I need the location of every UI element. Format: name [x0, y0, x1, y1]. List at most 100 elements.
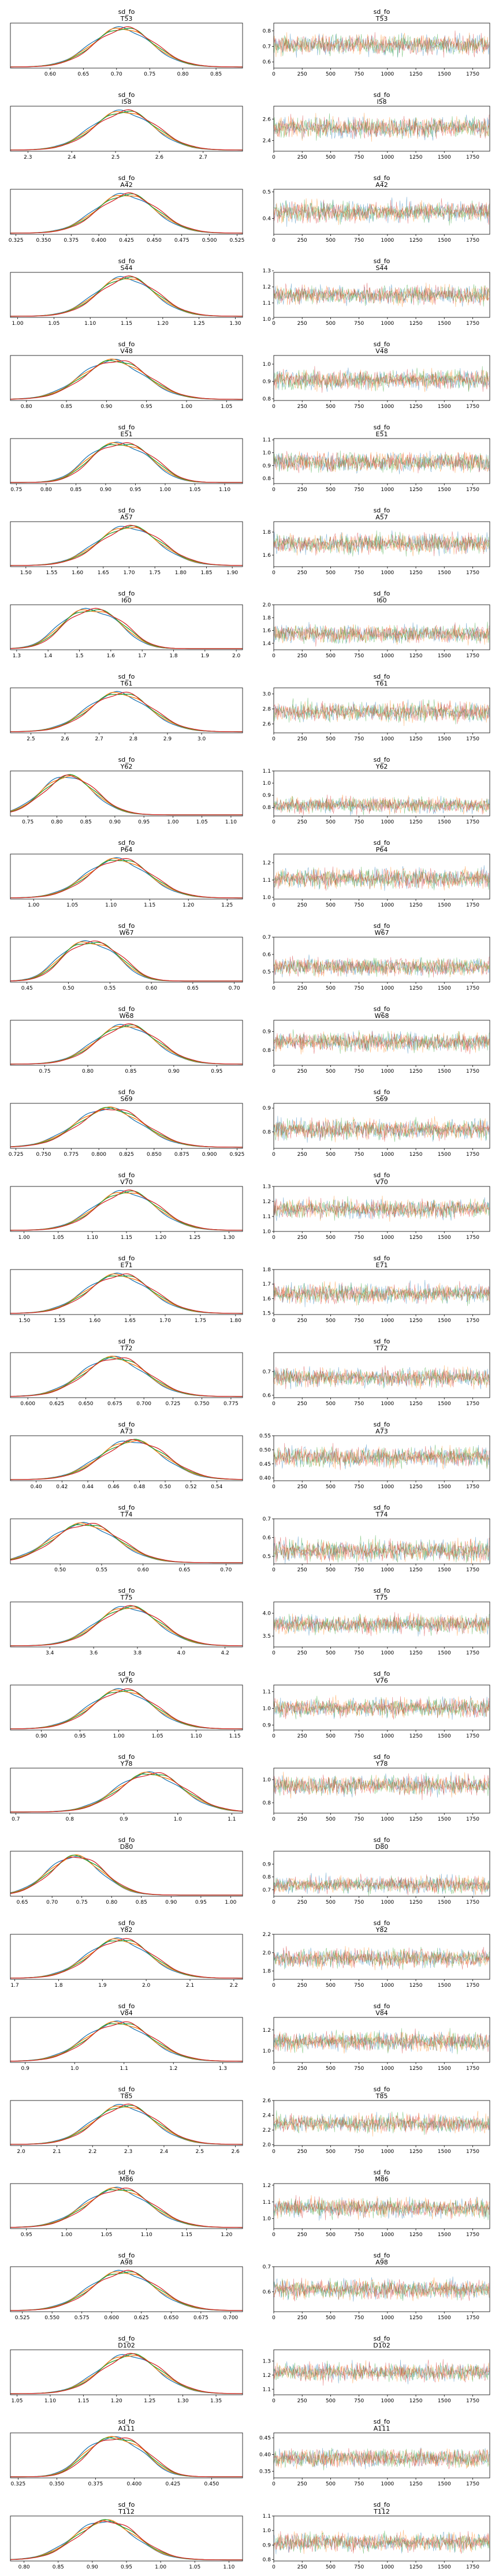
density-xtick-label: 0.95: [21, 2232, 32, 2238]
trace-xtick-label: 0: [272, 2398, 275, 2404]
trace-line-chain-4: [274, 1773, 490, 1800]
trace-xtick-label: 1750: [466, 903, 479, 908]
trace-xtick-label: 1250: [409, 1983, 423, 1989]
trace-axes: [273, 604, 490, 650]
trace-ytick-label: 2.6: [263, 2098, 271, 2104]
trace-xtick-label: 1500: [438, 1484, 451, 1490]
trace-ytick-label: 0.9: [263, 379, 271, 385]
density-title: sd_fo Y78: [118, 1753, 135, 1768]
trace-xtick-label: 500: [326, 404, 336, 410]
density-axes: [10, 1768, 243, 1814]
trace-xtick-label: 500: [326, 2398, 336, 2404]
density-curve-chain-2: [10, 28, 243, 68]
trace-xtick-label: 1750: [466, 1318, 479, 1324]
density-curve-chain-1: [10, 2186, 243, 2228]
density-xtick-label: 1.2: [169, 2066, 177, 2072]
trace-ytick-label: 0.35: [259, 2469, 271, 2474]
trace-line-chain-4: [274, 2195, 490, 2221]
trace-xtick-label: 1000: [381, 2481, 394, 2487]
density-xtick-label: 1.05: [221, 404, 232, 410]
density-curve-chain-1: [10, 1024, 243, 1065]
density-title: sd_fo T74: [118, 1504, 135, 1518]
density-xtick-label: 1.15: [121, 1235, 132, 1241]
trace-xtick-label: 250: [297, 2232, 307, 2238]
trace-xtick-label: 250: [297, 1817, 307, 1822]
density-xtick-label: 0.75: [10, 487, 22, 493]
density-xtick-label: 0.85: [210, 72, 222, 77]
trace-xtick-label: 1000: [381, 1235, 394, 1241]
density-xtick-label: 1.65: [98, 570, 109, 576]
trace-ytick-label: 1.1: [263, 878, 271, 883]
trace-ytick-label: 0.7: [263, 1369, 271, 1375]
trace-xtick-label: 500: [326, 2149, 336, 2155]
density-xtick-label: 0.650: [79, 1401, 94, 1407]
density-xtick-label: 0.675: [193, 2315, 208, 2321]
trace-xtick-label: 1750: [466, 2564, 479, 2570]
trace-line-chain-4: [274, 1612, 490, 1637]
trace-xtick-label: 1500: [438, 404, 451, 410]
trace-title: sd_fo A98: [374, 2252, 390, 2266]
density-xtick-label: 0.675: [107, 1401, 122, 1407]
density-xtick-label: 1.10: [105, 903, 117, 908]
trace-xtick-label: 1750: [466, 570, 479, 576]
density-curve-chain-3: [10, 1690, 243, 1729]
density-axes: [10, 937, 243, 983]
trace-ytick-label: 1.1: [263, 769, 271, 774]
density-title: sd_fo T72: [118, 1338, 135, 1352]
trace-xtick-label: 1750: [466, 72, 479, 77]
density-xtick-label: 0.90: [109, 819, 121, 825]
density-xtick-label: 1.1: [120, 2066, 128, 2072]
density-curve-chain-2: [10, 2436, 243, 2477]
density-xtick-label: 0.775: [224, 1401, 239, 1407]
density-curve-chain-1: [10, 1190, 243, 1231]
density-curve-chain-1: [10, 526, 243, 566]
density-xtick-label: 1.5: [75, 653, 83, 659]
density-xtick-label: 2.2: [88, 2149, 96, 2155]
trace-xtick-label: 1750: [466, 2232, 479, 2238]
density-curve-chain-3: [10, 1605, 243, 1646]
density-xtick-label: 0.45: [21, 986, 33, 991]
density-xtick-label: 0.48: [133, 1484, 145, 1490]
density-curve-chain-4: [10, 1109, 243, 1148]
density-xtick-label: 0.95: [121, 2564, 132, 2570]
density-xtick-label: 0.80: [51, 819, 62, 825]
trace-xtick-label: 500: [326, 487, 336, 493]
density-title: sd_fo V48: [118, 340, 135, 355]
trace-axes: [273, 1768, 490, 1814]
density-xtick-label: 0.725: [166, 1401, 181, 1407]
density-xtick-label: 0.75: [144, 72, 155, 77]
trace-ytick-label: 2.8: [263, 706, 271, 712]
density-curve-chain-3: [10, 860, 243, 898]
trace-line-chain-1: [274, 1115, 490, 1143]
trace-xtick-label: 500: [326, 1650, 336, 1656]
density-xtick-label: 0.525: [230, 238, 245, 244]
trace-xtick-label: 500: [326, 238, 336, 244]
trace-xtick-label: 1750: [466, 1817, 479, 1822]
density-curve-chain-3: [10, 1524, 243, 1563]
trace-line-chain-2: [274, 113, 490, 142]
density-xtick-label: 0.350: [50, 2481, 65, 2487]
trace-xtick-label: 1250: [409, 2315, 423, 2321]
density-xtick-label: 0.54: [211, 1484, 222, 1490]
trace-xtick-label: 750: [354, 1650, 364, 1656]
density-curve-chain-4: [10, 26, 243, 68]
density-xtick-label: 1.50: [20, 570, 32, 576]
density-curve-chain-4: [10, 1439, 243, 1480]
trace-ytick-label: 0.9: [263, 463, 271, 469]
density-curve-chain-1: [10, 940, 243, 982]
trace-ytick-label: 1.6: [263, 1296, 271, 1302]
trace-xtick-label: 750: [354, 1069, 364, 1074]
density-xtick-label: 0.85: [125, 1069, 136, 1074]
density-axes: [10, 23, 243, 69]
density-curve-chain-2: [10, 1938, 243, 1979]
trace-line-chain-2: [274, 282, 490, 307]
trace-xtick-label: 250: [297, 404, 307, 410]
density-xtick-label: 0.600: [20, 1401, 35, 1407]
trace-line-chain-4: [274, 866, 490, 891]
trace-xtick-label: 1000: [381, 1817, 394, 1822]
density-axes: [10, 1518, 243, 1564]
density-curve-chain-3: [10, 774, 243, 815]
